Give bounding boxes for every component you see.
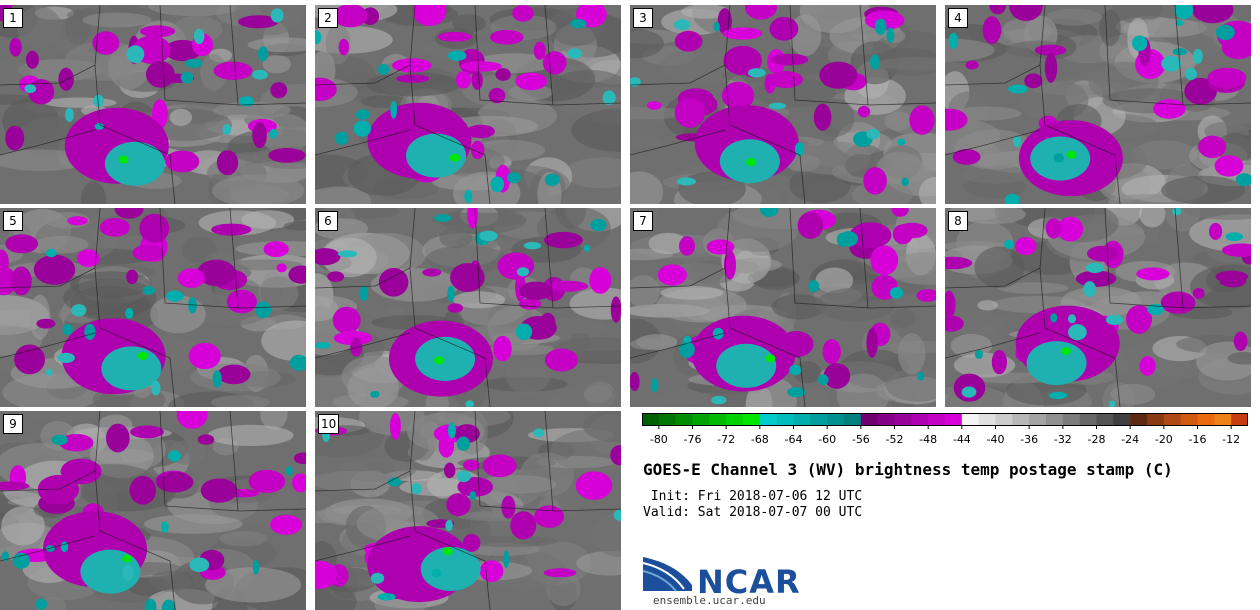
colorbar-bin bbox=[692, 413, 710, 426]
colorbar-bin bbox=[1214, 413, 1232, 426]
colorbar-bin bbox=[1046, 413, 1064, 426]
colorbar-tick-label: -56 bbox=[852, 433, 870, 446]
colorbar-bin bbox=[928, 413, 946, 426]
panel-number: 6 bbox=[318, 211, 338, 231]
colorbar-tick-label: -76 bbox=[684, 433, 702, 446]
colorbar-bin bbox=[1079, 413, 1097, 426]
valid-time: Valid: Sat 2018-07-07 00 UTC bbox=[643, 505, 863, 520]
colorbar-bin bbox=[827, 413, 845, 426]
panel-3: 3 bbox=[630, 5, 936, 204]
colorbar-tick-label: -12 bbox=[1222, 433, 1240, 446]
colorbar-bin bbox=[1113, 413, 1131, 426]
panel-number: 10 bbox=[318, 414, 340, 434]
panel-4: 4 bbox=[945, 5, 1251, 204]
panel-number: 1 bbox=[3, 8, 23, 28]
panel-map bbox=[630, 208, 936, 407]
logo-url: ensemble.ucar.edu bbox=[653, 594, 766, 607]
panel-map bbox=[630, 5, 936, 204]
colorbar-bin bbox=[1062, 413, 1080, 426]
colorbar-bin bbox=[776, 413, 794, 426]
panel-number: 8 bbox=[948, 211, 968, 231]
colorbar-bin bbox=[793, 413, 811, 426]
ncar-logo-icon bbox=[642, 557, 692, 592]
colorbar-tick-label: -80 bbox=[650, 433, 668, 446]
colorbar-bin bbox=[1012, 413, 1030, 426]
colorbar-tick-label: -28 bbox=[1088, 433, 1106, 446]
panel-8: 8 bbox=[945, 208, 1251, 407]
panel-number: 9 bbox=[3, 414, 23, 434]
panel-2: 2 bbox=[315, 5, 621, 204]
colorbar-bin bbox=[1180, 413, 1198, 426]
colorbar-bin bbox=[945, 413, 963, 426]
colorbar-tick-label: -48 bbox=[919, 433, 937, 446]
panel-number: 4 bbox=[948, 8, 968, 28]
colorbar-tick-label: -40 bbox=[987, 433, 1005, 446]
panel-map bbox=[315, 5, 621, 204]
panel-7: 7 bbox=[630, 208, 936, 407]
panel-6: 6 bbox=[315, 208, 621, 407]
colorbar-tick-label: -32 bbox=[1054, 433, 1072, 446]
colorbar-tick-label: -24 bbox=[1121, 433, 1139, 446]
colorbar-tick-label: -20 bbox=[1155, 433, 1173, 446]
colorbar-bin bbox=[877, 413, 895, 426]
colorbar-bin bbox=[894, 413, 912, 426]
panel-map bbox=[315, 411, 621, 610]
colorbar-bin bbox=[759, 413, 777, 426]
colorbar-bin bbox=[860, 413, 878, 426]
colorbar-bin bbox=[675, 413, 693, 426]
colorbar-bin bbox=[1147, 413, 1165, 426]
colorbar-tick-label: -16 bbox=[1189, 433, 1207, 446]
colorbar-bin bbox=[658, 413, 676, 426]
colorbar-tick-label: -68 bbox=[751, 433, 769, 446]
panel-map bbox=[0, 5, 306, 204]
panel-number: 3 bbox=[633, 8, 653, 28]
panel-map bbox=[315, 208, 621, 407]
colorbar-tick-label: -60 bbox=[818, 433, 836, 446]
panel-map bbox=[0, 208, 306, 407]
colorbar-tick-label: -64 bbox=[785, 433, 803, 446]
init-time: Init: Fri 2018-07-06 12 UTC bbox=[643, 489, 863, 504]
colorbar-bin bbox=[844, 413, 862, 426]
colorbar-bin bbox=[1197, 413, 1215, 426]
panel-number: 5 bbox=[3, 211, 23, 231]
panel-map bbox=[0, 411, 306, 610]
colorbar-bin bbox=[978, 413, 996, 426]
colorbar-tick-label: -72 bbox=[717, 433, 735, 446]
panel-10: 10 bbox=[315, 411, 621, 610]
colorbar-tick-label: -36 bbox=[1020, 433, 1038, 446]
panel-9: 9 bbox=[0, 411, 306, 610]
colorbar-bin bbox=[642, 413, 660, 426]
colorbar-bin bbox=[1231, 413, 1248, 426]
logo-wordmark: NCAR bbox=[697, 563, 801, 601]
panel-map bbox=[945, 5, 1251, 204]
colorbar-bin bbox=[961, 413, 979, 426]
chart-title: GOES-E Channel 3 (WV) brightness temp po… bbox=[643, 460, 1173, 479]
colorbar-bin bbox=[911, 413, 929, 426]
panel-1: 1 bbox=[0, 5, 306, 204]
colorbar-bin bbox=[995, 413, 1013, 426]
colorbar-tick-label: -44 bbox=[953, 433, 971, 446]
colorbar-bin bbox=[1130, 413, 1148, 426]
panel-map bbox=[945, 208, 1251, 407]
colorbar-bin bbox=[1096, 413, 1114, 426]
colorbar-bin bbox=[743, 413, 761, 426]
colorbar-frame bbox=[642, 413, 1248, 426]
colorbar-bin bbox=[709, 413, 727, 426]
colorbar-bin bbox=[810, 413, 828, 426]
panel-number: 7 bbox=[633, 211, 653, 231]
colorbar-bin bbox=[726, 413, 744, 426]
colorbar: -80 -76 -72 -68 -64 -60 -56 -52 -48 -44 -40 -36 -32 -… bbox=[642, 413, 1248, 446]
colorbar-bin bbox=[1029, 413, 1047, 426]
colorbar-tick-label: -52 bbox=[886, 433, 904, 446]
panel-number: 2 bbox=[318, 8, 338, 28]
panel-5: 5 bbox=[0, 208, 306, 407]
colorbar-bin bbox=[1163, 413, 1181, 426]
